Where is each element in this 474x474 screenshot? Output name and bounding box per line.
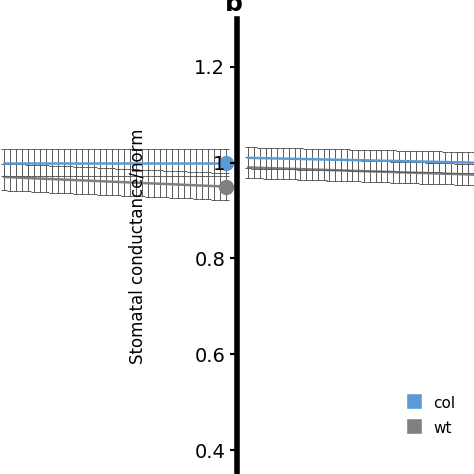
- Legend: col, wt: col, wt: [400, 388, 462, 444]
- Text: b: b: [225, 0, 243, 16]
- Y-axis label: Stomatal conductance/norm: Stomatal conductance/norm: [129, 129, 147, 364]
